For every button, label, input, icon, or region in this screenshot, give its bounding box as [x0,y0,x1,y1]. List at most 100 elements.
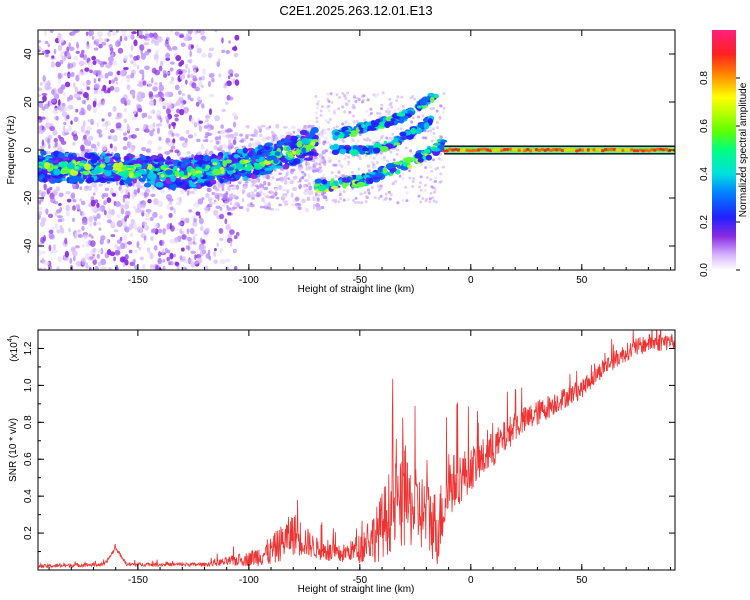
spectrogram-cell [377,188,381,192]
spectrogram-cell [315,120,319,124]
spectrogram-cell [193,202,200,208]
spectrogram-cell [154,82,158,86]
spectrogram-cell [352,94,356,98]
spectrogram-cell [57,218,63,223]
spectrogram-cell [157,228,163,234]
spectrogram-cell [266,126,270,130]
spectrogram-cell [126,84,131,91]
spectrogram-cell [169,61,175,65]
spectrogram-cell [419,188,423,192]
spectrogram-cell [132,62,137,68]
spectrogram-cell [209,139,214,143]
spectrogram-cell [158,136,162,142]
spectrogram-cell [38,206,43,211]
spectrogram-cell [59,60,64,65]
spectrogram-cell [64,237,68,245]
spectrogram-cell [393,161,403,165]
spectrogram-cell [156,109,161,117]
spectrogram-cell [166,256,171,262]
spectrogram-cell [566,147,571,151]
spectrogram-cell [58,192,64,198]
spectrogram-cell [57,78,62,84]
spectrogram-cell [194,132,198,137]
spectrogram-cell [256,150,262,155]
spectrogram-cell [78,60,85,67]
spectrogram-cell [178,108,185,116]
spectrogram-cell [303,179,310,183]
spectrogram-cell [234,201,240,207]
spectrogram-cell [126,165,134,169]
spectrogram-cell [147,208,151,215]
spectrogram-cell [68,227,71,233]
spectrogram-cell [410,120,414,124]
spectrogram-cell [83,186,89,192]
spectrogram-cell [217,58,221,63]
snr-ytick-label: 0.6 [23,452,34,466]
snr-axes: -150 -100 -50 0 50 0.2 0.4 0.6 0.8 1.0 1.2 [23,330,675,586]
spectrogram-cell [131,167,136,172]
spectrogram-cell [405,134,414,140]
spectrogram-cell [186,190,190,196]
spectrogram-cell [417,194,421,198]
spectrogram-cell [112,105,117,112]
spectrogram-cell [257,144,263,150]
spectrogram-cell [40,197,44,202]
spectrogram-cell [399,127,403,131]
spectrogram-cell [181,234,187,240]
spectrogram-cell [126,79,130,83]
spectrogram-cell [264,167,273,172]
spectrogram-cell [104,165,114,171]
spectrogram-cell [110,79,116,84]
spectrogram-cell [59,161,68,168]
spectrogram-cell [138,177,146,183]
spectrogram-cell [356,200,360,204]
spectrogram-cell [372,156,376,160]
spectrogram-cell [152,211,158,218]
spectrogram-cell [289,180,295,185]
spectrogram-cell [157,145,163,151]
spectrogram-cell [319,113,323,117]
spectrogram-cell [145,148,151,153]
spectrogram-cell [57,135,62,139]
spectrogram-cell [348,110,352,114]
spectrogram-cell [320,130,324,136]
spectrogram-cell [147,250,153,255]
spectrogram-cell [255,140,261,144]
spectrogram-cell [290,125,296,129]
spectrogram-cell [194,254,197,260]
spectrogram-cell [51,55,55,59]
spectrogram-cell [262,192,267,196]
spectrogram-cell [624,148,628,152]
spectrogram-cell [140,53,146,60]
spectrogram-cell [246,207,250,212]
spectrogram-cell [308,185,313,191]
spectrogram-cell [119,70,126,77]
spectrogram-cell [140,162,148,169]
spectrogram-cell [283,179,288,185]
spectrogram-cell [49,197,56,204]
spectrogram-cell [205,171,212,176]
spectrogram-cell [239,133,243,137]
spectrogram-cell [92,192,96,196]
spectrogram-cell [552,147,556,152]
spectrogram-cell [38,119,41,123]
spectrogram-cell [629,148,634,152]
spectrogram-cell [242,147,248,154]
spectrogram-cell [400,95,404,99]
spectrogram-cell [227,234,233,238]
spectrogram-cell [132,205,137,210]
spectrogram-cell [401,105,405,109]
spectrogram-cell [474,148,478,153]
spectrogram-cell [430,185,434,189]
spectrogram-cell [316,99,320,103]
spectrogram-cell [170,108,175,112]
spectrogram-cell [441,110,445,114]
spectrogram-cell [601,149,605,153]
spectrogram-cell [194,86,201,92]
spectrogram-cell [183,107,188,115]
spectrogram-cell [661,148,666,152]
spectrogram-cell [168,123,171,129]
spectrogram-cell [295,148,301,156]
spectrogram-cell [330,185,339,190]
spectrogram-cell [185,79,188,85]
